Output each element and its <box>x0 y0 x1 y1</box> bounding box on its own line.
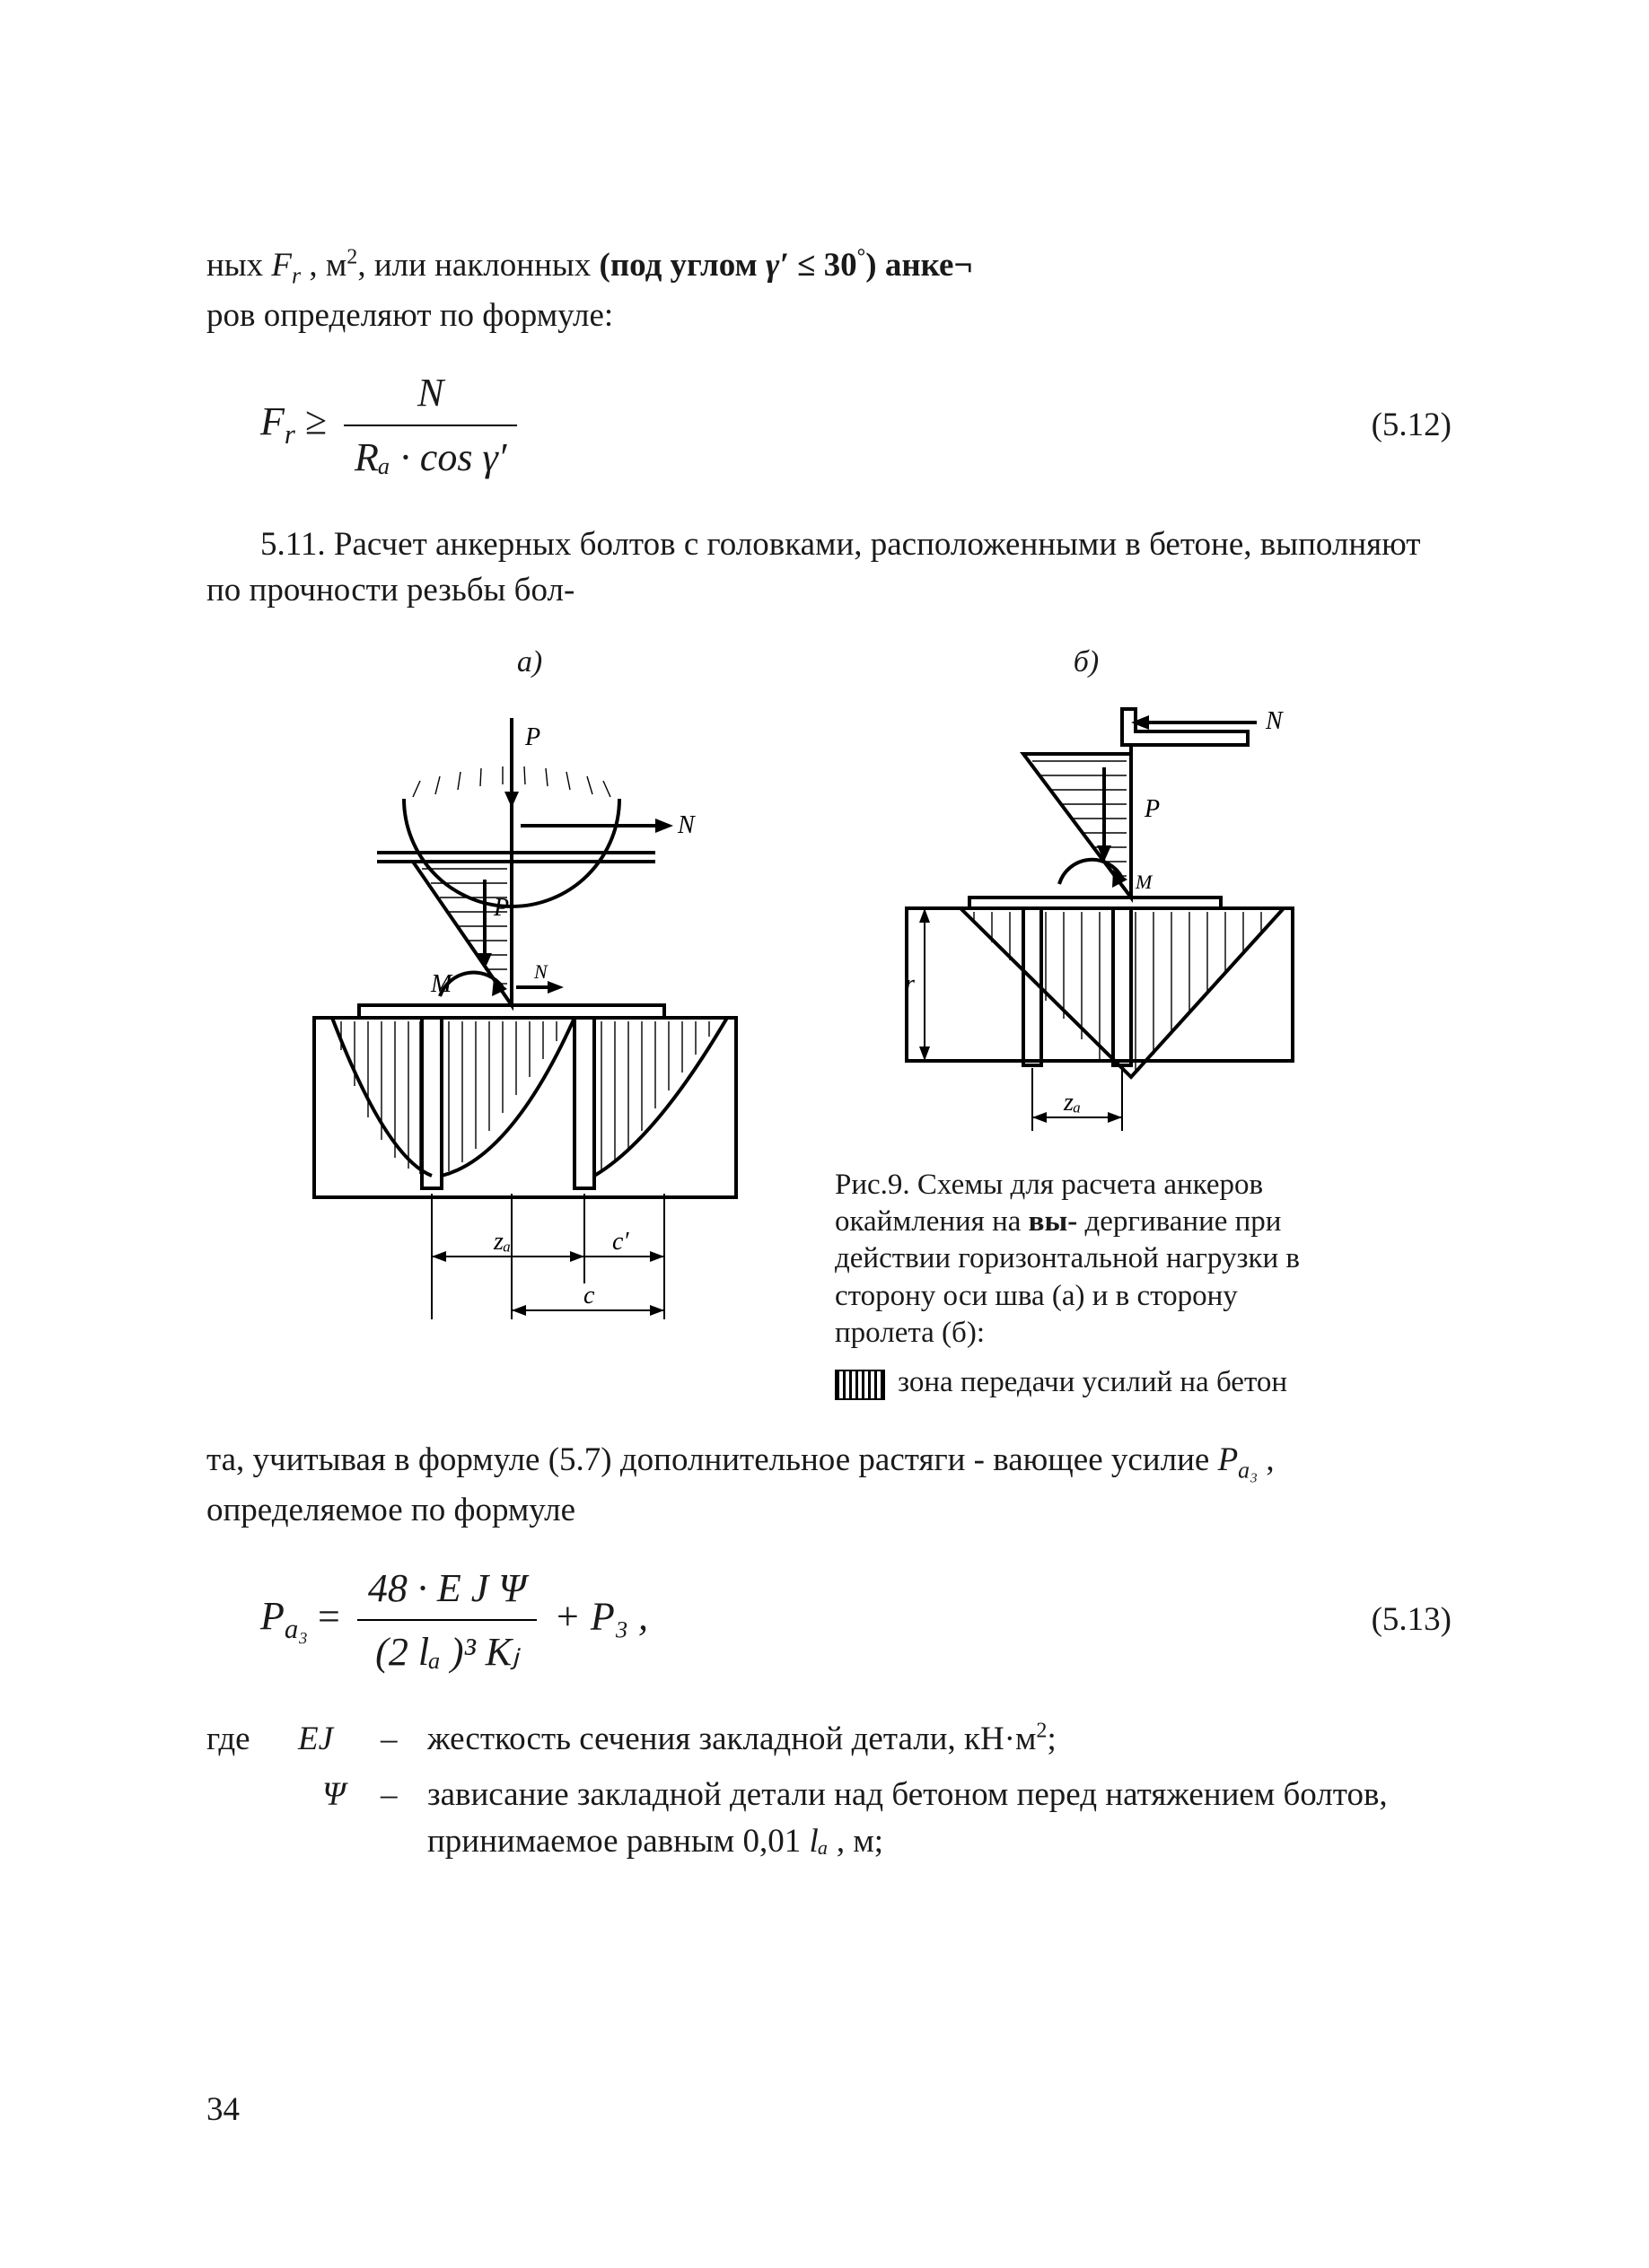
where-desc: зависание закладной детали над бетоном п… <box>427 1772 1452 1865</box>
txt: 5.11. Расчет анкерных болтов с головками… <box>206 526 1421 609</box>
lbl: N <box>677 811 696 839</box>
txt: , м; <box>829 1823 883 1860</box>
sup: 2 <box>346 246 357 269</box>
lbl: P <box>493 894 509 922</box>
formula-5-13: Pa₃ = 48 · E J Ψ (2 lₐ )³ Kⱼ + P₃ , (5.1… <box>260 1561 1452 1680</box>
lbl: r <box>905 970 915 998</box>
lbl: c <box>583 1282 595 1309</box>
figure-9-legend: зона передачи усилий на бетон <box>835 1364 1338 1401</box>
txt: ≤ 30 <box>789 247 857 284</box>
plus: + P₃ , <box>554 1594 648 1638</box>
fig-label-b: б) <box>1074 641 1099 684</box>
where-label: где <box>206 1716 287 1763</box>
numerator: 48 · E J Ψ <box>357 1561 537 1622</box>
lbl: c′ <box>612 1228 629 1256</box>
eq-number: (5.13) <box>1372 1597 1452 1643</box>
where-block: где EJ – жесткость сечения закладной дет… <box>206 1716 1452 1864</box>
formula-body: Pa₃ = 48 · E J Ψ (2 lₐ )³ Kⱼ + P₃ , <box>260 1561 648 1680</box>
where-desc: жесткость сечения закладной детали, кН·м… <box>427 1716 1452 1763</box>
lbl: M <box>1135 871 1153 893</box>
sub: r <box>285 419 295 450</box>
lhs: Fr <box>260 399 305 443</box>
para-after-fig: та, учитывая в формуле (5.7) дополнитель… <box>206 1437 1452 1533</box>
dash: – <box>381 1772 417 1865</box>
txt: ; <box>1047 1721 1056 1757</box>
para-1: ных Fr , м2, или наклонных (под углом γ′… <box>206 242 1452 338</box>
sym: lₐ <box>809 1823 828 1860</box>
bold: вы- <box>1029 1205 1078 1238</box>
sub: a₃ <box>1238 1458 1258 1484</box>
lbl: P <box>1144 795 1160 823</box>
lbl: N <box>533 960 548 983</box>
para-5-11: 5.11. Расчет анкерных болтов с головками… <box>206 521 1452 615</box>
bold: (под углом γ′ ≤ 30°) анке¬ <box>600 247 973 284</box>
figure-9: a) P N <box>278 641 1452 1401</box>
diagram-b: N P <box>835 691 1338 1167</box>
sym: γ′ <box>766 247 789 284</box>
denominator: Rₐ · cos γ′ <box>344 426 517 486</box>
legend-text: зона передачи усилий на бетон <box>898 1364 1287 1401</box>
page-number: 34 <box>206 2087 240 2133</box>
lbl: zₐ <box>1063 1089 1081 1116</box>
formula-body: Fr ≥ N Rₐ · cos γ′ <box>260 365 524 485</box>
txt: ных <box>206 247 271 284</box>
lhs: Pa₃ <box>260 1594 318 1638</box>
sub: r <box>292 262 301 288</box>
txt: (под углом <box>600 247 766 284</box>
txt: , или наклонных <box>357 247 599 284</box>
numerator: N <box>344 365 517 426</box>
sub: a₃ <box>285 1614 308 1644</box>
sym: F <box>260 399 285 443</box>
txt: ров определяют по формуле: <box>206 297 613 334</box>
op: = <box>318 1594 350 1638</box>
fraction: 48 · E J Ψ (2 lₐ )³ Kⱼ <box>357 1561 537 1680</box>
hatch-icon <box>835 1370 885 1400</box>
txt: зависание закладной детали над бетоном п… <box>427 1776 1388 1860</box>
sym: Pa₃ <box>1218 1441 1267 1478</box>
formula-5-12: Fr ≥ N Rₐ · cos γ′ (5.12) <box>260 365 1452 485</box>
txt: ) анке¬ <box>865 247 972 284</box>
figure-9-a: a) P N <box>278 641 781 1337</box>
lbl: M <box>430 970 453 998</box>
eq-number: (5.12) <box>1372 402 1452 449</box>
txt: , м <box>309 247 346 284</box>
sym: P <box>260 1594 285 1638</box>
deg: ° <box>857 246 866 269</box>
denominator: (2 lₐ )³ Kⱼ <box>357 1621 537 1680</box>
fraction: N Rₐ · cos γ′ <box>344 365 517 485</box>
lbl: P <box>524 723 540 751</box>
figure-9-b-col: б) N <box>835 641 1338 1401</box>
txt: та, учитывая в формуле (5.7) дополнитель… <box>206 1441 1218 1478</box>
sym: F <box>271 247 292 284</box>
figure-9-caption: Рис.9. Схемы для расчета анкеров окаймле… <box>835 1167 1338 1402</box>
sym: P <box>1218 1441 1239 1478</box>
lbl: zₐ <box>493 1228 511 1256</box>
lbl: N <box>1265 707 1284 735</box>
fig-label-a: a) <box>517 641 542 684</box>
where-sym: EJ <box>298 1716 370 1763</box>
where-sym: Ψ <box>298 1772 370 1865</box>
op: ≥ <box>305 399 337 443</box>
dash: – <box>381 1716 417 1763</box>
diagram-a: P N <box>278 691 781 1337</box>
page-root: ных Fr , м2, или наклонных (под углом γ′… <box>0 0 1649 2268</box>
sup: 2 <box>1036 1720 1047 1743</box>
sym-Fr: Fr <box>271 247 309 284</box>
txt: жесткость сечения закладной детали, кН·м <box>427 1721 1036 1757</box>
